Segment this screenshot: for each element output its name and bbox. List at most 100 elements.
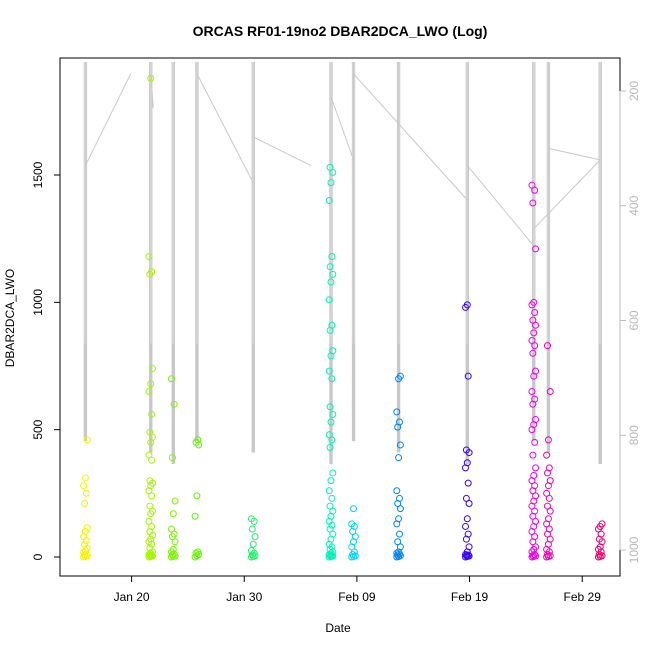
data-point — [326, 163, 334, 171]
data-point — [543, 451, 551, 459]
data-point — [326, 502, 334, 510]
data-point — [545, 464, 553, 472]
data-point — [146, 428, 154, 436]
data-point — [395, 515, 403, 523]
y-tick-label: 0 — [31, 553, 45, 560]
data-point — [83, 524, 91, 532]
altitude-trace-layer — [83, 62, 602, 464]
data-point — [167, 525, 175, 533]
data-point — [461, 522, 469, 530]
data-point — [148, 268, 156, 276]
data-point — [546, 387, 554, 395]
altitude-connector — [84, 73, 132, 166]
data-point — [83, 436, 91, 444]
data-point — [325, 487, 333, 495]
data-point — [327, 278, 335, 286]
data-point — [329, 270, 337, 278]
data-point — [192, 549, 200, 557]
data-point — [80, 548, 88, 556]
altitude-connector — [466, 165, 535, 247]
x-tick-label: Jan 20 — [114, 590, 150, 604]
data-point — [326, 263, 334, 271]
data-point — [81, 474, 89, 482]
data-point — [393, 549, 401, 557]
data-point — [530, 298, 538, 306]
data-point — [530, 472, 538, 480]
x-tick-label: Feb 29 — [564, 590, 602, 604]
data-point — [395, 530, 403, 538]
x-tick-label: Feb 09 — [338, 590, 376, 604]
y2-tick-label: 1000 — [627, 536, 641, 563]
data-point — [325, 367, 333, 375]
data-point — [247, 547, 255, 555]
data-point — [248, 551, 256, 559]
data-point — [148, 410, 156, 418]
data-point — [327, 477, 335, 485]
data-point — [147, 549, 155, 557]
data-point — [168, 454, 176, 462]
data-point — [462, 446, 470, 454]
data-point — [146, 502, 154, 510]
data-point — [532, 415, 540, 423]
data-point — [528, 387, 536, 395]
data-point — [327, 418, 335, 426]
data-point — [171, 497, 179, 505]
data-point — [530, 329, 538, 337]
data-point — [396, 372, 404, 380]
data-point — [543, 489, 551, 497]
data-point — [395, 418, 403, 426]
data-point — [170, 400, 178, 408]
data-point — [598, 520, 606, 528]
data-point — [326, 443, 334, 451]
y2-tick-label: 400 — [627, 195, 641, 215]
data-point — [394, 538, 402, 546]
data-point — [544, 515, 552, 523]
data-point — [464, 479, 472, 487]
data-point — [532, 464, 540, 472]
data-point — [81, 540, 89, 548]
data-point — [146, 477, 154, 485]
data-point — [326, 403, 334, 411]
data-point — [145, 451, 153, 459]
x-tick-label: Feb 19 — [451, 590, 489, 604]
data-point — [194, 548, 202, 556]
altitude-connector — [253, 136, 312, 167]
data-point — [80, 482, 88, 490]
data-point — [464, 530, 472, 538]
altitude-connector — [330, 96, 354, 161]
y-axis-label: DBAR2DCA_LWO — [3, 269, 17, 367]
axes-layer: Jan 20 Jan 30 Feb 09 Feb 19 Feb 29 0 500 1000 15… — [31, 81, 641, 604]
y2-tick-label: 800 — [627, 425, 641, 445]
data-point — [147, 380, 155, 388]
altitude-connector — [548, 147, 601, 161]
data-point — [169, 510, 177, 518]
altitude-connector — [353, 73, 468, 201]
data-point — [532, 245, 540, 253]
data-point — [544, 502, 552, 510]
data-point — [247, 515, 255, 523]
data-point — [328, 375, 336, 383]
data-point — [149, 365, 157, 373]
data-point — [326, 525, 334, 533]
altitude-connector — [150, 73, 154, 109]
data-point — [191, 512, 199, 520]
data-point — [325, 296, 333, 304]
data-point — [329, 410, 337, 418]
data-point — [528, 337, 536, 345]
y-tick-label: 500 — [31, 419, 45, 439]
data-point — [325, 196, 333, 204]
data-point — [529, 349, 537, 357]
data-point — [463, 301, 471, 309]
data-point — [328, 321, 336, 329]
data-point — [544, 436, 552, 444]
data-point — [393, 408, 401, 416]
data-point — [393, 487, 401, 495]
y-tick-label: 1500 — [31, 161, 45, 188]
data-point — [145, 387, 153, 395]
data-point — [464, 551, 472, 559]
data-point — [329, 347, 337, 355]
data-point — [350, 505, 358, 513]
data-point — [249, 540, 257, 548]
altitude-connector — [196, 73, 254, 184]
